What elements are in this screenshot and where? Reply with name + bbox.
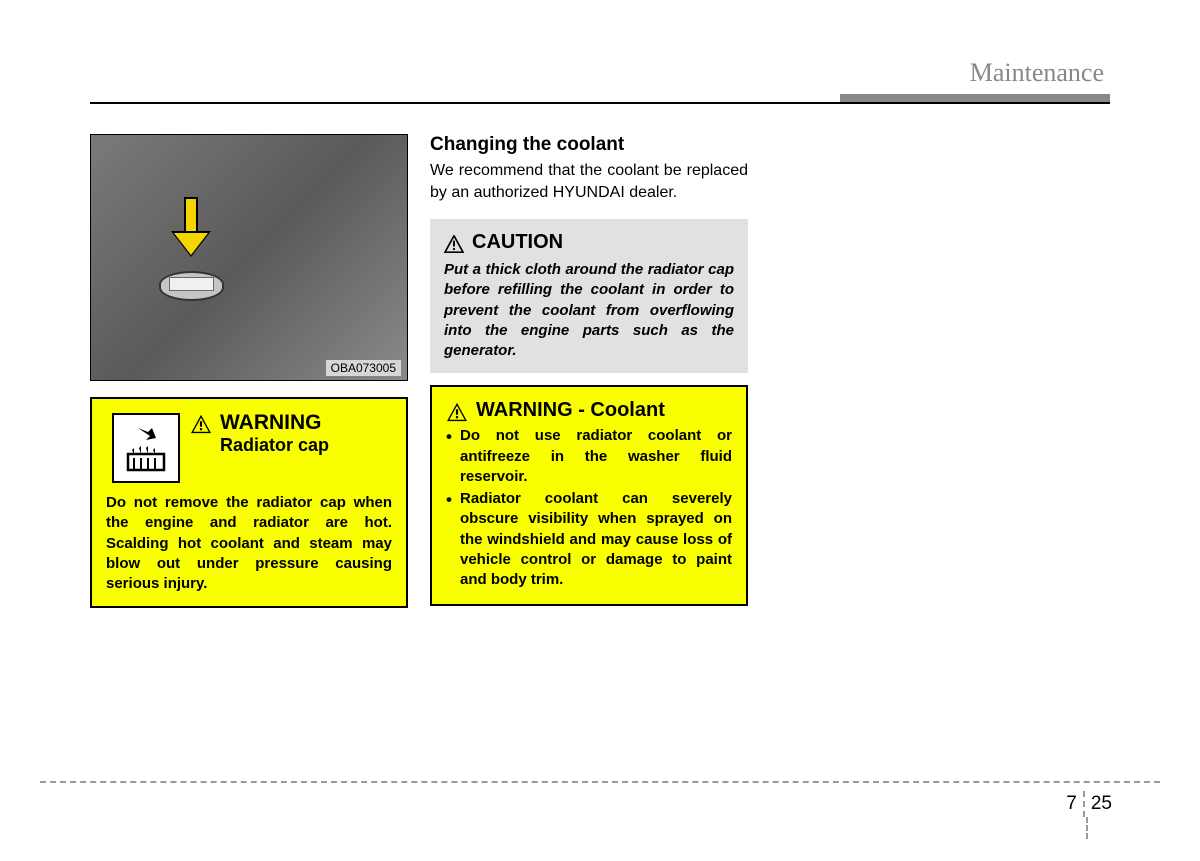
section-heading: Changing the coolant (430, 134, 748, 156)
column-1: OBA073005 (90, 134, 408, 608)
warning-title: WARNING (220, 411, 322, 435)
page-num: 25 (1091, 793, 1112, 815)
caution-box: CAUTION Put a thick cloth around the rad… (430, 219, 748, 373)
footer-rule (40, 781, 1160, 783)
caution-triangle-icon (444, 235, 464, 253)
content-columns: OBA073005 (90, 134, 1110, 608)
figure-code: OBA073005 (326, 360, 401, 376)
warning-pictogram (112, 413, 180, 483)
warning-list: Do not use radiator coolant or antifreez… (446, 426, 732, 590)
warning-list-item: Do not use radiator coolant or antifreez… (446, 426, 732, 487)
caution-title: CAUTION (472, 231, 563, 254)
page-container: Maintenance OBA073005 (0, 0, 1200, 861)
warning-title: WARNING - Coolant (476, 399, 665, 422)
page-header: Maintenance (90, 60, 1110, 104)
section-body: We recommend that the coolant be replace… (430, 160, 748, 203)
warning-body-text: Do not remove the radiator cap when the … (106, 493, 392, 594)
header-title: Maintenance (90, 60, 1110, 86)
page-footer: 7 25 (0, 781, 1200, 821)
warning-list-item: Radiator coolant can severely obscure vi… (446, 489, 732, 590)
warning-triangle-icon (446, 402, 468, 422)
page-separator (1083, 791, 1085, 817)
engine-figure: OBA073005 (90, 134, 408, 381)
warning-box-radiator-cap: WARNING Radiator cap Do not remove the r… (90, 397, 408, 608)
page-separator-tail (1086, 817, 1088, 839)
pointer-arrow (171, 197, 211, 267)
column-2: Changing the coolant We recommend that t… (430, 134, 748, 608)
hot-steam-icon (120, 422, 172, 474)
caution-body-text: Put a thick cloth around the radiator ca… (444, 260, 734, 361)
radiator-cap-label (169, 277, 214, 291)
warning-subtitle: Radiator cap (220, 435, 329, 456)
warning-triangle-icon (190, 414, 212, 434)
column-3 (770, 134, 1088, 608)
warning-box-coolant: WARNING - Coolant Do not use radiator co… (430, 385, 748, 606)
page-number: 7 25 (1066, 791, 1112, 817)
header-rule (90, 102, 1110, 104)
chapter-number: 7 (1066, 793, 1077, 815)
